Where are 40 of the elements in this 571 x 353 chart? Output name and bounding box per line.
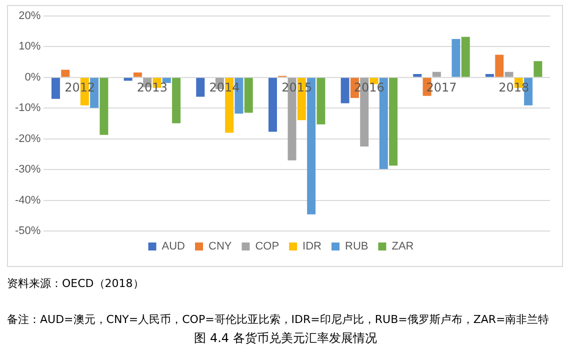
bar [316, 78, 326, 124]
bar [51, 78, 60, 99]
bar [162, 78, 171, 83]
bar [495, 54, 504, 77]
bar [534, 61, 542, 77]
y-tick-label: -30% [14, 164, 41, 176]
bar [389, 78, 398, 166]
bar [432, 72, 441, 77]
text: 备注：AUD=澳元，CNY=人民币，COP=哥伦比亚比索，IDR=印尼卢比，RUB=俄罗斯卢布，ZAR=南非兰特 [7, 312, 550, 327]
y-tick-label: -40% [14, 194, 41, 206]
bar [124, 78, 132, 81]
bar [61, 70, 70, 77]
legend-label: AUD [162, 240, 186, 253]
legend-label: ZAR [392, 240, 414, 253]
y-tick-label: 10% [18, 40, 41, 53]
y-tick-label: -10% [14, 102, 41, 114]
x-tick-label: 2016 [354, 80, 384, 95]
bar [504, 72, 514, 77]
bar [452, 39, 460, 77]
x-tick-label: 2013 [136, 80, 168, 95]
bar [413, 74, 422, 77]
legend-label: CNY [208, 240, 232, 253]
bar [244, 78, 253, 113]
text: 资料来源：OECD（2018） [7, 276, 144, 291]
bar [268, 78, 277, 132]
legend-label: IDR [302, 240, 322, 253]
bar [461, 36, 470, 77]
y-tick-label: -50% [14, 225, 41, 238]
y-tick-label: 20% [18, 10, 41, 22]
text: 图 4.4 各货币兑美元汇率发展情况 [193, 330, 378, 347]
y-tick-label: 0% [24, 71, 41, 84]
bar [100, 78, 108, 135]
y-tick-label: -20% [14, 132, 41, 145]
bar [340, 78, 350, 104]
bar [133, 72, 142, 77]
legend-label: RUB [345, 240, 368, 253]
bar [172, 78, 181, 124]
bar [196, 78, 205, 97]
bar [485, 74, 494, 77]
legend-label: COP [255, 240, 280, 253]
